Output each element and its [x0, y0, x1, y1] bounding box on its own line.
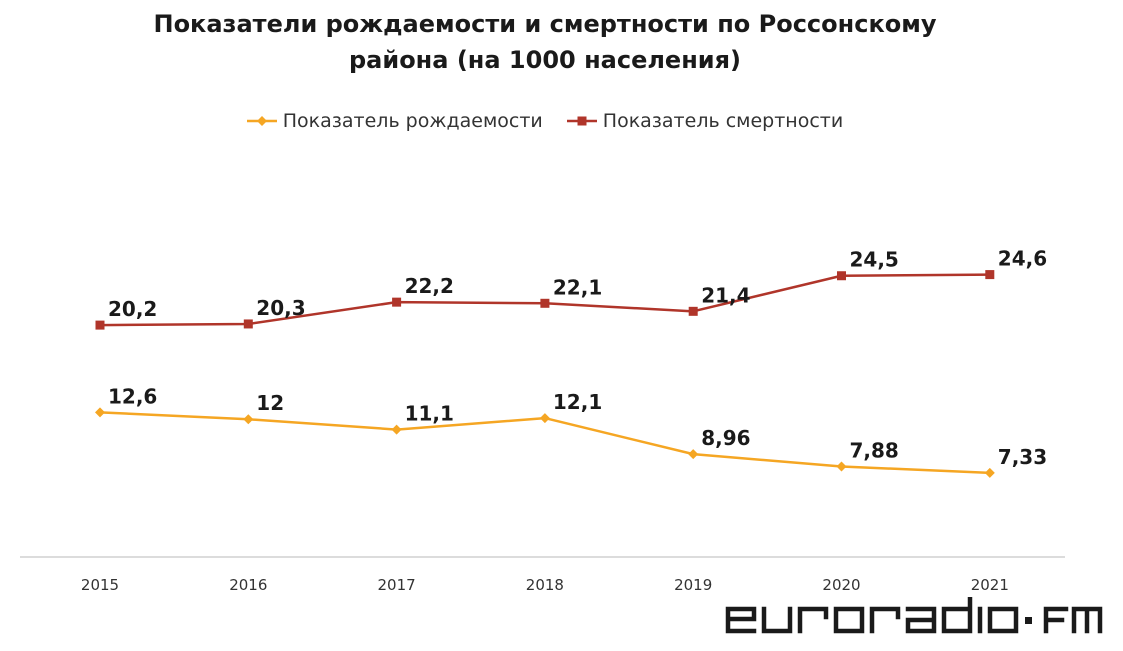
- data-label-birth-rate: 7,88: [850, 439, 899, 463]
- data-label-death-rate: 22,2: [405, 274, 454, 298]
- data-point-death-rate: [985, 270, 995, 280]
- data-label-death-rate: 24,5: [850, 248, 899, 272]
- chart-title-line-1: Показатели рождаемости и смертности по Р…: [153, 10, 937, 38]
- data-point-death-rate: [392, 297, 402, 307]
- data-point-birth-rate: [688, 449, 699, 460]
- data-point-birth-rate: [95, 407, 105, 418]
- data-label-birth-rate: 11,1: [405, 402, 454, 426]
- x-tick-label: 2017: [378, 576, 416, 594]
- data-point-death-rate: [95, 320, 105, 330]
- data-label-birth-rate: 8,96: [701, 426, 750, 450]
- data-point-birth-rate: [391, 424, 402, 435]
- x-tick-label: 2019: [674, 576, 712, 594]
- x-tick-label: 2016: [229, 576, 267, 594]
- data-point-death-rate: [688, 306, 698, 316]
- data-point-birth-rate: [243, 414, 254, 425]
- x-tick-label: 2018: [526, 576, 564, 594]
- legend-swatch-death-rate-icon: [566, 116, 597, 126]
- legend-item-death-rate: Показатель смертности: [566, 110, 844, 132]
- data-label-birth-rate: 7,33: [998, 445, 1047, 469]
- data-label-birth-rate: 12,1: [553, 390, 602, 414]
- legend-swatch-birth-rate-icon: [246, 116, 277, 126]
- data-label-death-rate: 22,1: [553, 275, 602, 299]
- euroradio-watermark-logo: [724, 596, 1104, 651]
- data-label-death-rate: 24,6: [998, 247, 1047, 271]
- legend: Показатель рождаемости Показатель смертн…: [0, 110, 1090, 132]
- data-point-death-rate: [243, 319, 253, 329]
- chart-title-line-2: района (на 1000 населения): [349, 46, 741, 74]
- legend-label-death-rate: Показатель смертности: [602, 110, 844, 132]
- data-point-death-rate: [837, 271, 846, 281]
- legend-label-birth-rate: Показатель рождаемости: [282, 110, 543, 132]
- chart-title: Показатели рождаемости и смертности по Р…: [0, 6, 1090, 78]
- data-label-death-rate: 20,3: [256, 296, 305, 320]
- data-point-birth-rate: [984, 467, 995, 478]
- data-point-birth-rate: [836, 461, 847, 472]
- data-label-death-rate: 21,4: [701, 283, 750, 307]
- legend-item-birth-rate: Показатель рождаемости: [246, 110, 543, 132]
- euroradio-logo-icon: [725, 596, 1103, 634]
- data-point-death-rate: [540, 298, 550, 308]
- data-label-birth-rate: 12,6: [108, 384, 157, 408]
- data-label-birth-rate: 12: [256, 391, 284, 415]
- x-tick-label: 2021: [971, 576, 1009, 594]
- x-tick-label: 2020: [822, 576, 860, 594]
- data-point-birth-rate: [539, 413, 550, 424]
- data-label-death-rate: 20,2: [108, 297, 157, 321]
- x-tick-label: 2015: [81, 576, 119, 594]
